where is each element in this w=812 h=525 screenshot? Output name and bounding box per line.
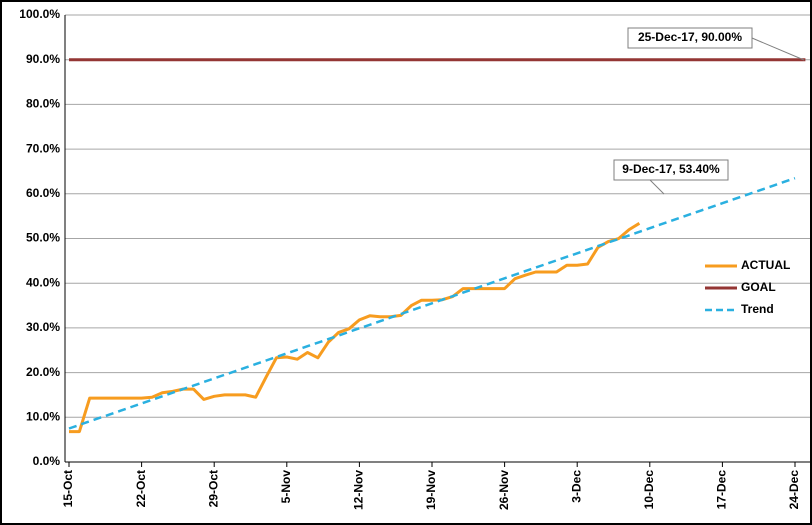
y-tick-label: 90.0% [26,52,60,66]
y-tick-label: 30.0% [26,320,60,334]
x-tick-label: 5-Nov [279,470,293,504]
callout-box [613,159,729,181]
x-tick-label: 15-Oct [61,470,75,507]
x-tick-label: 3-Dec [569,470,583,503]
y-tick-label: 0.0% [33,454,61,468]
y-tick-label: 40.0% [26,275,60,289]
legend-label: ACTUAL [741,258,790,272]
x-tick-label: 17-Dec [715,470,729,510]
callout-leader [751,37,805,61]
callout-leader [649,179,665,195]
series-line [69,222,641,434]
x-tick-label: 10-Dec [642,470,656,510]
y-tick-label: 10.0% [26,409,60,423]
y-tick-label: 70.0% [26,141,60,155]
x-tick-label: 12-Nov [352,470,366,510]
x-tick-label: 19-Nov [424,470,438,510]
y-tick-label: 60.0% [26,186,60,200]
y-tick-label: 50.0% [26,231,60,245]
legend-label: GOAL [741,280,776,294]
x-tick-label: 29-Oct [206,470,220,507]
legend-label: Trend [741,302,774,316]
callout-box [627,27,753,49]
y-tick-label: 80.0% [26,97,60,111]
x-tick-label: 24-Dec [787,470,801,510]
y-tick-label: 20.0% [26,365,60,379]
x-tick-label: 26-Nov [497,470,511,510]
y-tick-label: 100.0% [19,7,60,21]
series-line [68,177,796,430]
annotation: 25-Dec-17, 90.00% [638,30,742,44]
annotation: 9-Dec-17, 53.40% [622,162,720,176]
x-tick-label: 22-Oct [134,470,148,507]
